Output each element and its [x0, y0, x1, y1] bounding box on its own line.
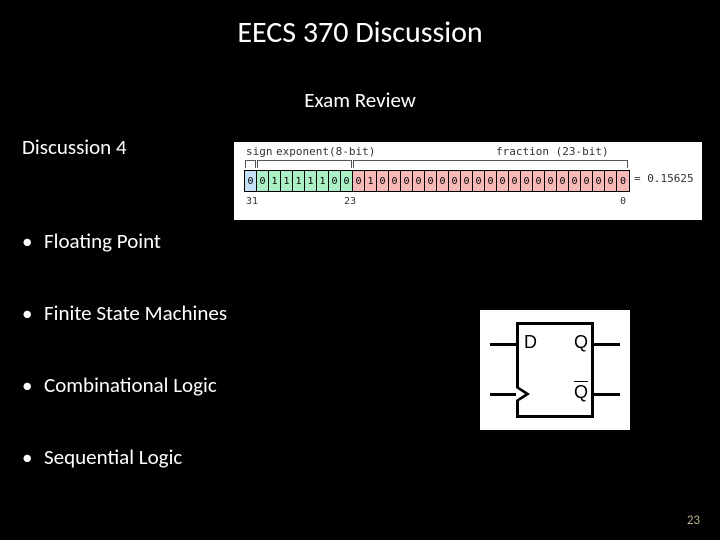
- topic-item: Finite State Machines: [22, 300, 227, 326]
- float-bit-cell: 1: [269, 171, 281, 191]
- dff-wire-q: [594, 343, 620, 346]
- float-bit-cell: 1: [281, 171, 293, 191]
- float-bit-cell: 0: [245, 171, 257, 191]
- dff-wire-d: [490, 343, 516, 346]
- page-number: 23: [687, 513, 700, 528]
- dff-label-d: D: [524, 332, 537, 353]
- topic-item: Floating Point: [22, 228, 227, 254]
- float-bit-cell: 0: [401, 171, 413, 191]
- float-bit-cell: 0: [353, 171, 365, 191]
- dff-wire-clk: [490, 393, 516, 396]
- sign-label: sign: [246, 145, 273, 158]
- exponent-label: exponent(8-bit): [276, 145, 375, 158]
- float-bit-cell: 1: [317, 171, 329, 191]
- float-bit-cell: 0: [605, 171, 617, 191]
- section-label: Discussion 4: [22, 134, 127, 160]
- topic-item: Sequential Logic: [22, 444, 227, 470]
- float-bit-cell: 0: [509, 171, 521, 191]
- float-bit-cell: 0: [377, 171, 389, 191]
- bit-index-0: 0: [620, 196, 626, 207]
- float-bit-cell: 0: [569, 171, 581, 191]
- float-bit-cell: 0: [389, 171, 401, 191]
- exponent-bracket: [257, 160, 352, 168]
- topics-list: Floating Point Finite State Machines Com…: [22, 228, 227, 516]
- slide-subtitle: Exam Review: [0, 87, 720, 113]
- float-bit-cell: 0: [533, 171, 545, 191]
- float-bit-cell: 0: [557, 171, 569, 191]
- float-result: = 0.15625: [634, 172, 694, 185]
- topic-item: Combinational Logic: [22, 372, 227, 398]
- float-bit-cell: 0: [581, 171, 593, 191]
- float-diagram: sign exponent(8-bit) fraction (23-bit) 0…: [234, 142, 702, 220]
- float-bit-cell: 0: [413, 171, 425, 191]
- dff-label-q: Q: [574, 332, 588, 353]
- fraction-label: fraction (23-bit): [496, 145, 609, 158]
- slide-title: EECS 370 Discussion: [0, 0, 720, 51]
- float-bits-bar: 00111110001000000000000000000000: [244, 170, 630, 192]
- sign-bracket: [245, 160, 256, 168]
- float-bit-cell: 0: [497, 171, 509, 191]
- float-bit-cell: 0: [521, 171, 533, 191]
- float-bit-cell: 0: [485, 171, 497, 191]
- fraction-bracket: [353, 160, 628, 168]
- float-bit-cell: 0: [437, 171, 449, 191]
- dff-diagram: D Q Q: [480, 310, 630, 430]
- dff-clock-triangle-fill: [516, 388, 525, 400]
- float-bit-cell: 0: [545, 171, 557, 191]
- float-bit-cell: 0: [461, 171, 473, 191]
- float-bit-cell: 0: [425, 171, 437, 191]
- float-bit-cell: 0: [593, 171, 605, 191]
- float-bit-cell: 0: [449, 171, 461, 191]
- float-bit-cell: 0: [473, 171, 485, 191]
- dff-label-qbar: Q: [574, 382, 588, 403]
- float-bit-cell: 1: [293, 171, 305, 191]
- float-bit-cell: 0: [617, 171, 629, 191]
- bit-index-23: 23: [344, 196, 356, 207]
- float-bit-cell: 1: [305, 171, 317, 191]
- float-bit-cell: 0: [341, 171, 353, 191]
- dff-wire-qbar: [594, 393, 620, 396]
- bit-index-31: 31: [246, 196, 258, 207]
- float-bit-cell: 0: [329, 171, 341, 191]
- float-bit-cell: 0: [257, 171, 269, 191]
- float-bit-cell: 1: [365, 171, 377, 191]
